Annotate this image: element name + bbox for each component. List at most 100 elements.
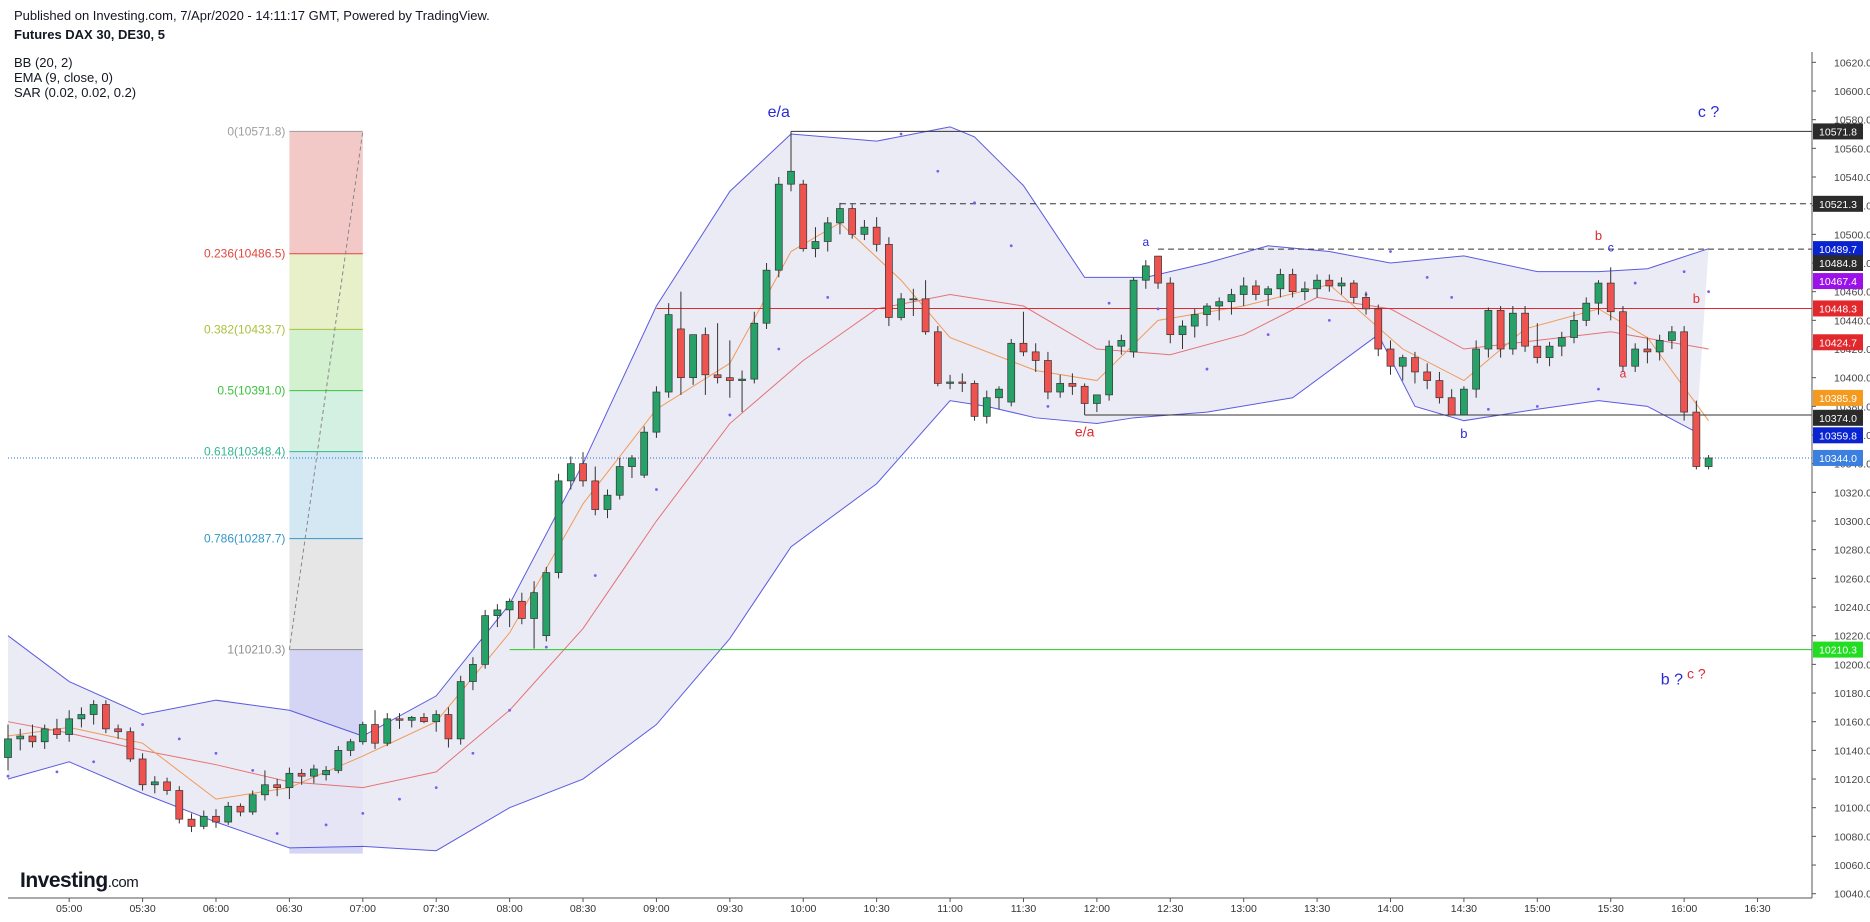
- candle-body: [1080, 385, 1089, 404]
- candle-body: [725, 377, 734, 381]
- x-tick-label: 13:30: [1304, 903, 1330, 915]
- candle-body: [1557, 337, 1566, 347]
- candle-body: [689, 334, 697, 379]
- candle-body: [542, 572, 551, 637]
- sar-dot: [434, 786, 438, 790]
- candle-body: [872, 226, 881, 245]
- price-tag-label: 10484.8: [1819, 258, 1857, 270]
- sar-dot: [777, 347, 781, 351]
- candle-body: [505, 600, 514, 611]
- candle-body: [77, 714, 86, 720]
- candle-body: [933, 331, 942, 384]
- fib-band: [289, 253, 363, 330]
- candle-body: [1301, 288, 1309, 293]
- candle-body: [1068, 383, 1077, 387]
- fib-level-label: 0.5(10391.0): [217, 384, 285, 398]
- bb-upper-band: [7, 126, 1709, 737]
- candle-body: [1606, 282, 1615, 313]
- candle-body: [1337, 282, 1346, 287]
- sar-dot: [1389, 250, 1392, 253]
- candle-body: [1472, 348, 1480, 390]
- x-tick-label: 14:30: [1451, 903, 1477, 915]
- y-tick-label: 10220.0: [1834, 631, 1870, 643]
- sar-dot: [6, 774, 10, 778]
- candle-body: [1533, 345, 1542, 358]
- candle-body: [579, 463, 587, 482]
- x-tick-label: 07:30: [423, 903, 449, 915]
- candle-body: [1496, 309, 1505, 350]
- fib-level-label: 0.786(10287.7): [204, 532, 285, 546]
- sar-dot: [826, 296, 830, 299]
- y-tick-label: 10040.0: [1834, 889, 1870, 901]
- y-tick-label: 10140.0: [1834, 745, 1870, 757]
- candle-body: [358, 724, 367, 743]
- x-tick-label: 16:30: [1744, 903, 1770, 915]
- y-tick-label: 10540.0: [1834, 172, 1870, 184]
- price-tag: [1813, 427, 1863, 444]
- candle-body: [1105, 345, 1113, 396]
- x-tick-label: 11:30: [1011, 903, 1037, 915]
- price-tag: [1813, 300, 1863, 317]
- candle-body: [199, 815, 208, 827]
- y-tick-label: 10500.0: [1834, 229, 1870, 241]
- sar-dot: [1633, 281, 1637, 285]
- candle-body: [762, 269, 771, 324]
- candle-body: [1093, 394, 1101, 404]
- candle-body: [407, 717, 416, 721]
- fib-level-label: 0(10571.8): [227, 124, 285, 138]
- sar-dot: [1535, 404, 1539, 408]
- candle-body: [554, 480, 563, 573]
- sar-dot: [1266, 333, 1270, 337]
- candle-body: [322, 770, 330, 776]
- wave-label: a: [1142, 235, 1149, 249]
- sar-dot: [214, 751, 218, 755]
- candle-body: [493, 609, 502, 616]
- y-tick-label: 10260.0: [1834, 573, 1870, 585]
- logo-brand: Investing: [20, 869, 108, 892]
- y-tick-label: 10160.0: [1834, 717, 1870, 729]
- candle-body: [395, 718, 404, 721]
- candle-body: [591, 480, 600, 510]
- sar-dot: [1486, 407, 1490, 411]
- sar-dot: [251, 769, 255, 772]
- candle-body: [799, 183, 808, 250]
- price-tag-label: 10467.4: [1819, 276, 1857, 288]
- candle-body: [615, 466, 624, 496]
- candle-body: [1141, 265, 1150, 281]
- candle-body: [126, 731, 135, 760]
- candle-body: [774, 183, 783, 271]
- candle-body: [1227, 294, 1236, 303]
- candle-body: [1044, 360, 1052, 393]
- y-tick-label: 10620.0: [1834, 57, 1870, 69]
- candle-body: [836, 208, 844, 224]
- candle-body: [566, 463, 575, 482]
- y-tick-label: 10280.0: [1834, 545, 1870, 557]
- candle-body: [481, 615, 489, 665]
- price-tag: [1813, 449, 1863, 466]
- indicator-ema-label: EMA (9, close, 0): [14, 70, 113, 85]
- candle-body: [1203, 305, 1211, 315]
- candle-body: [860, 226, 869, 235]
- sar-dot: [655, 488, 658, 491]
- bb-fill: [8, 126, 1709, 851]
- candle-body: [640, 431, 649, 476]
- wave-label: b ?: [1661, 671, 1683, 688]
- candle-body: [1031, 351, 1040, 361]
- candle-body: [1411, 357, 1419, 373]
- price-tag-label: 10424.7: [1819, 337, 1857, 349]
- sar-dot: [361, 812, 365, 815]
- candle-body: [1325, 279, 1334, 287]
- candle-body: [946, 381, 954, 384]
- fib-level-label: 1(10210.3): [227, 643, 285, 657]
- price-tag-label: 10571.8: [1819, 126, 1857, 138]
- x-tick-label: 10:30: [864, 903, 890, 915]
- candle-body: [273, 784, 282, 788]
- candle-body: [420, 717, 428, 723]
- candle-body: [787, 170, 795, 185]
- candle-body: [444, 714, 453, 740]
- wave-label: b: [1693, 291, 1700, 306]
- sar-dot: [544, 645, 548, 649]
- candle-body: [1313, 279, 1321, 290]
- candle-body: [16, 735, 25, 740]
